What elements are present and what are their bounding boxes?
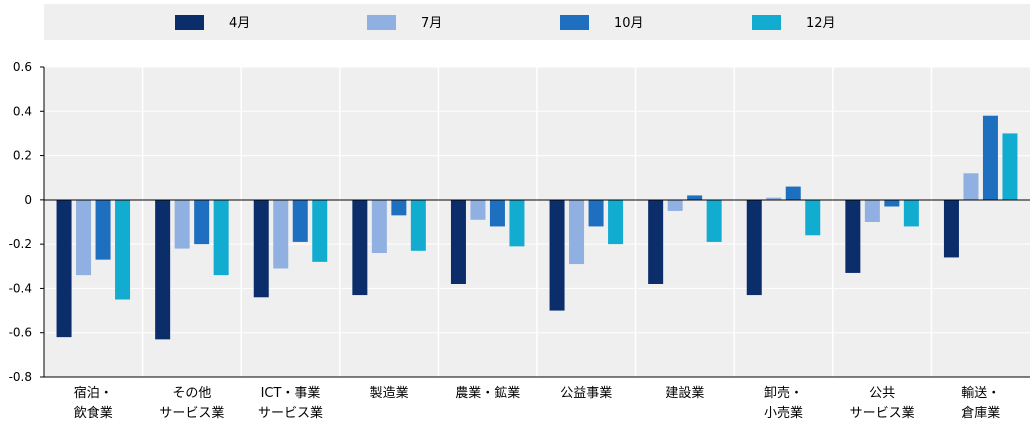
bar-7月 bbox=[174, 199, 190, 249]
legend-swatch-12月 bbox=[752, 15, 781, 30]
y-tick-label: -0.6 bbox=[9, 326, 32, 340]
x-category-label: サービス業 bbox=[258, 405, 323, 421]
legend-swatch-7月 bbox=[367, 15, 396, 30]
legend-label: 7月 bbox=[421, 16, 442, 31]
bar-7月 bbox=[766, 197, 782, 200]
bar-10月 bbox=[687, 195, 703, 200]
x-category-label: 小売業 bbox=[764, 405, 803, 421]
legend: 4月 7月 10月 12月 bbox=[175, 15, 836, 31]
bar-7月 bbox=[470, 199, 486, 220]
bar-10月 bbox=[884, 199, 900, 207]
bar-12月 bbox=[213, 199, 229, 276]
legend-background bbox=[44, 4, 1030, 40]
bar-4月 bbox=[450, 199, 466, 284]
x-category-label: 輸送・ bbox=[961, 386, 1000, 401]
bar-7月 bbox=[667, 199, 683, 211]
bar-12月 bbox=[608, 199, 624, 245]
legend-swatch-4月 bbox=[175, 15, 204, 30]
bar-12月 bbox=[1002, 133, 1018, 200]
bar-12月 bbox=[706, 199, 722, 242]
bar-10月 bbox=[489, 199, 505, 227]
bar-12月 bbox=[903, 199, 919, 227]
bar-4月 bbox=[56, 199, 72, 338]
x-category-label: サービス業 bbox=[159, 405, 224, 421]
bar-10月 bbox=[95, 199, 111, 260]
x-category-label: 飲食業 bbox=[74, 405, 113, 421]
bar-10月 bbox=[982, 115, 998, 200]
bar-7月 bbox=[963, 173, 979, 200]
bars bbox=[56, 115, 1018, 340]
bar-4月 bbox=[253, 199, 269, 298]
bar-7月 bbox=[76, 199, 92, 276]
bar-10月 bbox=[194, 199, 210, 245]
bar-10月 bbox=[785, 186, 801, 200]
y-tick-label: -0.8 bbox=[9, 370, 32, 384]
bar-10月 bbox=[292, 199, 308, 242]
x-category-label: 公共 bbox=[869, 386, 895, 401]
x-category-label: 卸売・ bbox=[764, 385, 803, 401]
x-category-label: その他 bbox=[172, 386, 211, 401]
bar-7月 bbox=[569, 199, 585, 265]
legend-label: 10月 bbox=[614, 16, 644, 31]
y-axis-ticks: 0.6 0.4 0.2 0 -0.2 -0.4 -0.6 -0.8 bbox=[9, 60, 44, 384]
x-category-label: 公益事業 bbox=[560, 385, 612, 401]
bar-12月 bbox=[312, 199, 328, 262]
bar-4月 bbox=[549, 199, 565, 311]
x-category-label: 倉庫業 bbox=[961, 405, 1000, 421]
legend-label: 4月 bbox=[229, 16, 250, 31]
y-tick-label: 0.6 bbox=[13, 60, 32, 74]
bar-12月 bbox=[805, 199, 821, 236]
legend-swatch-10月 bbox=[560, 15, 589, 30]
x-category-label: 宿泊・ bbox=[74, 385, 113, 401]
bar-4月 bbox=[845, 199, 861, 273]
x-category-label: 建設業 bbox=[665, 385, 704, 401]
bar-7月 bbox=[371, 199, 387, 253]
bar-4月 bbox=[943, 199, 959, 258]
bar-7月 bbox=[864, 199, 880, 222]
y-tick-label: 0.2 bbox=[13, 149, 32, 163]
y-tick-label: 0 bbox=[24, 193, 32, 207]
x-category-label: サービス業 bbox=[850, 405, 915, 421]
bar-12月 bbox=[509, 199, 525, 247]
y-tick-label: 0.4 bbox=[13, 104, 32, 118]
bar-4月 bbox=[746, 199, 762, 296]
bar-10月 bbox=[391, 199, 407, 216]
bar-7月 bbox=[273, 199, 289, 269]
bar-12月 bbox=[410, 199, 426, 251]
x-category-label: 製造業 bbox=[370, 385, 409, 401]
legend-label: 12月 bbox=[806, 16, 836, 31]
x-category-label: 農業・鉱業 bbox=[455, 385, 520, 401]
bar-10月 bbox=[588, 199, 604, 227]
bar-4月 bbox=[352, 199, 368, 296]
y-tick-label: -0.2 bbox=[9, 237, 32, 251]
bar-4月 bbox=[648, 199, 664, 284]
bar-12月 bbox=[115, 199, 131, 300]
y-tick-label: -0.4 bbox=[9, 281, 32, 295]
x-category-label: ICT・事業 bbox=[261, 385, 321, 401]
bar-4月 bbox=[155, 199, 171, 340]
